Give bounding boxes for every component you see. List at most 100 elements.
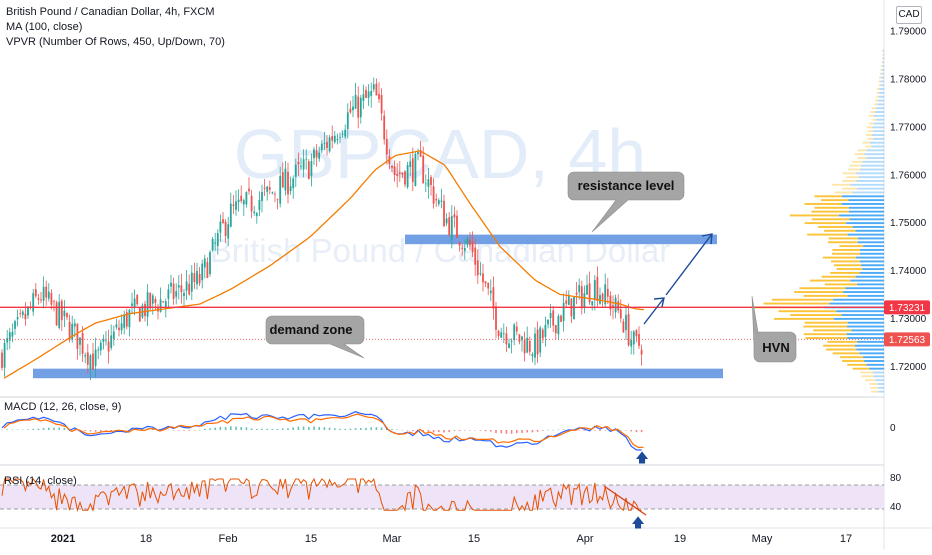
volume-row <box>862 141 884 144</box>
resistance-callout[interactable]: resistance level <box>567 171 685 233</box>
candle <box>92 342 94 370</box>
volume-row <box>869 122 884 125</box>
volume-row <box>867 137 884 140</box>
candle <box>443 194 445 227</box>
volume-row <box>824 283 884 286</box>
macd-bar <box>479 430 482 431</box>
demand-callout[interactable]: demand zone <box>265 315 365 359</box>
candle <box>37 293 40 305</box>
candle <box>469 232 471 251</box>
candle <box>583 285 586 314</box>
candle <box>539 325 542 358</box>
rsi-legend[interactable]: RSI (14, close) <box>4 475 77 487</box>
candle <box>567 290 570 306</box>
candle <box>110 324 113 351</box>
candle <box>180 273 183 304</box>
projection-arrows[interactable] <box>643 233 713 325</box>
candle <box>502 323 505 343</box>
macd-bar <box>256 428 258 430</box>
macd-bar <box>94 430 97 432</box>
rsi-divergence-line[interactable] <box>603 485 647 516</box>
macd-bar <box>193 430 196 431</box>
volume-row <box>882 49 884 52</box>
macd-bar <box>105 430 107 432</box>
macd-bar <box>308 427 310 430</box>
macd-bar <box>495 430 497 434</box>
candle <box>419 140 422 157</box>
macd-bar <box>360 428 362 430</box>
candle <box>107 329 110 364</box>
volume-row <box>865 134 884 136</box>
volume-row <box>821 199 884 202</box>
candle <box>162 301 165 303</box>
macd-bar <box>287 428 289 430</box>
candle <box>638 326 640 350</box>
candle <box>625 307 627 341</box>
volume-row <box>822 256 884 259</box>
candle <box>289 176 292 195</box>
volume-row <box>813 329 884 332</box>
ma-legend[interactable]: MA (100, close) <box>6 21 83 33</box>
macd-bar <box>427 430 430 432</box>
hvn-callout[interactable]: HVN <box>751 295 797 363</box>
candle <box>240 185 243 204</box>
currency-badge[interactable]: CAD <box>896 6 922 24</box>
price-tick-label: 1.77000 <box>890 122 927 133</box>
candle <box>440 188 443 209</box>
volume-row <box>823 344 884 347</box>
macd-bar <box>458 430 461 432</box>
macd-bar <box>640 430 643 433</box>
price-axis[interactable]: 1.79000 1.78000 1.77000 1.76000 1.75000 1.740… <box>890 27 927 373</box>
time-axis[interactable]: 2021 18 Feb 15 Mar 15 Apr 19 May 17 <box>51 533 852 545</box>
demand-zone[interactable] <box>33 368 723 379</box>
volume-row <box>778 310 884 313</box>
volume-row <box>809 279 884 282</box>
arrow-to-hvn[interactable] <box>643 297 665 325</box>
volume-row <box>868 114 884 117</box>
candle <box>318 146 321 162</box>
volume-row <box>828 241 884 244</box>
macd-bar <box>250 428 253 430</box>
macd-bar <box>224 427 227 430</box>
macd-bar <box>214 427 216 430</box>
macd-bar <box>240 427 242 430</box>
macd-bar <box>380 427 383 430</box>
candle <box>276 198 279 210</box>
candle <box>531 352 534 363</box>
macd-bar <box>521 430 523 433</box>
macd-bar <box>219 426 222 430</box>
volume-row <box>882 57 884 60</box>
volume-row <box>878 80 884 83</box>
macd-bar <box>448 430 450 433</box>
resistance-zone[interactable] <box>405 234 717 245</box>
candle <box>474 238 477 276</box>
candle <box>58 294 61 330</box>
candle <box>622 318 625 333</box>
candle <box>66 312 68 321</box>
volume-row <box>876 95 884 98</box>
candle <box>305 149 308 170</box>
candle <box>344 124 347 139</box>
candle <box>97 346 100 360</box>
candle <box>71 315 74 343</box>
candle <box>120 314 123 335</box>
macd-bar <box>230 426 232 430</box>
candle <box>362 84 365 110</box>
candle <box>203 254 206 279</box>
volume-row <box>790 314 884 316</box>
candle <box>268 180 271 195</box>
candle <box>492 276 495 320</box>
macd-legend[interactable]: MACD (12, 26, close, 9) <box>4 401 122 413</box>
arrow-to-resistance[interactable] <box>665 233 713 296</box>
candle <box>193 262 196 289</box>
vpvr-legend[interactable]: VPVR (Number Of Rows, 450, Up/Down, 70) <box>6 36 225 48</box>
candle <box>245 191 248 208</box>
candle <box>593 275 596 311</box>
symbol-legend[interactable]: British Pound / Canadian Dollar, 4h, FXC… <box>6 6 215 18</box>
candle <box>630 330 633 355</box>
price-tick-label: 1.74000 <box>890 266 927 277</box>
macd-bar <box>365 427 367 430</box>
candle <box>45 280 48 306</box>
candle <box>406 161 409 189</box>
